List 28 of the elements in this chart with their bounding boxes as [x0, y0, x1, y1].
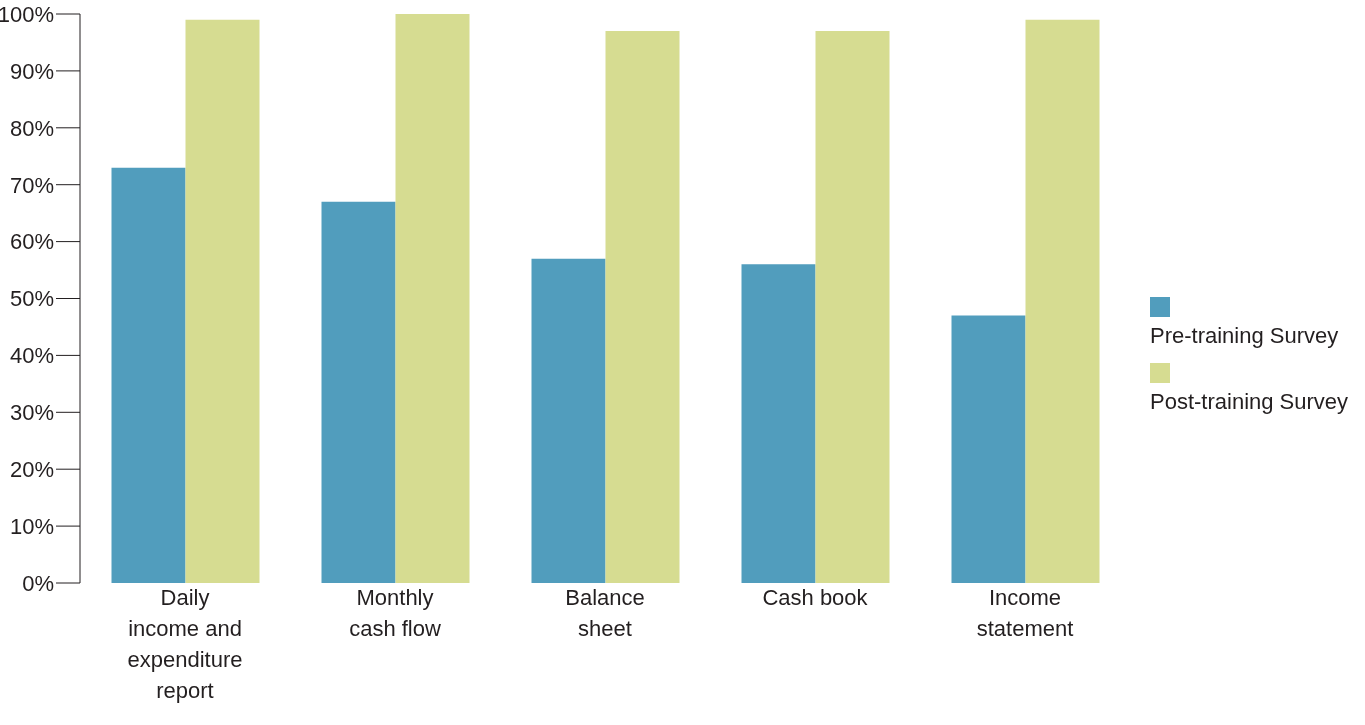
legend-label: Post-training Survey: [1150, 388, 1350, 415]
bar: [951, 315, 1026, 583]
legend-label: Pre-training Survey: [1150, 322, 1340, 349]
bar: [321, 201, 396, 583]
y-tick-label: 50%: [9, 286, 54, 312]
bar: [741, 264, 816, 583]
bar: [1025, 19, 1100, 583]
x-tick-label: Cash book: [762, 585, 869, 610]
x-tick-label: Balance sheet: [565, 585, 645, 641]
bar: [395, 14, 470, 583]
y-tick-label: 70%: [9, 172, 54, 198]
y-tick-label: 30%: [9, 400, 54, 426]
bar: [815, 31, 890, 583]
y-tick-label: 90%: [9, 58, 54, 84]
bar: [185, 19, 260, 583]
y-tick-label: 10%: [9, 513, 54, 539]
bar: [531, 258, 606, 583]
bar: [111, 167, 186, 583]
bar: [605, 31, 680, 583]
y-tick-label: 0%: [22, 570, 54, 596]
y-tick-label: 100%: [0, 1, 54, 27]
y-tick-label: 80%: [9, 115, 54, 141]
y-tick-label: 60%: [9, 229, 54, 255]
x-tick-label: Income statement: [976, 585, 1074, 641]
x-tick-label: Monthly cash flow: [349, 585, 441, 641]
y-tick-label: 20%: [9, 457, 54, 483]
y-tick-label: 40%: [9, 343, 54, 369]
x-tick-label: Daily income and expenditure report: [127, 585, 243, 703]
